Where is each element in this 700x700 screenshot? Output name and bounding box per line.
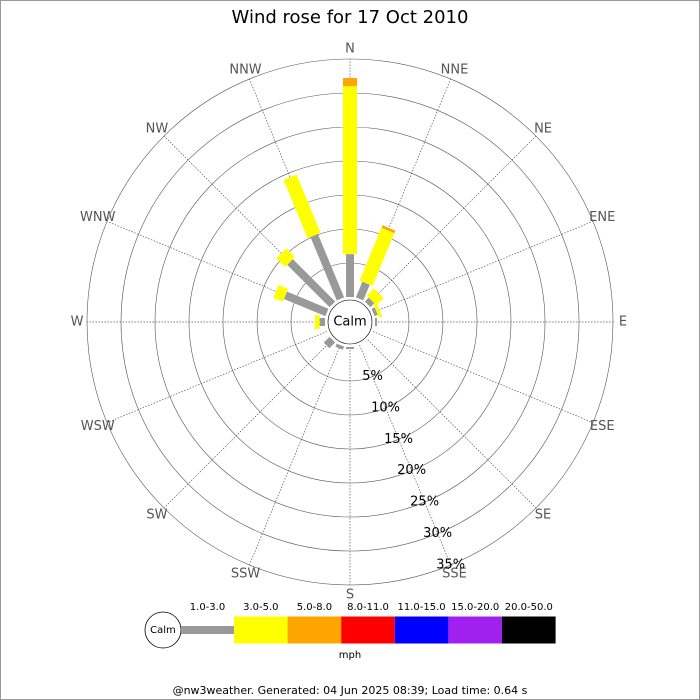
legend-swatch bbox=[181, 626, 234, 634]
legend-label: 3.0-5.0 bbox=[243, 602, 278, 613]
direction-label: WNW bbox=[80, 210, 116, 225]
wind-bar bbox=[375, 318, 378, 326]
wind-bar bbox=[310, 233, 345, 301]
legend-label: 20.0-50.0 bbox=[505, 602, 553, 613]
wind-bar bbox=[346, 347, 354, 350]
wind-bar bbox=[371, 307, 378, 317]
legend-swatch bbox=[448, 616, 502, 644]
wind-bar bbox=[273, 284, 289, 302]
r-tick-label: 10% bbox=[371, 400, 400, 415]
spoke bbox=[372, 331, 594, 423]
wind-bar bbox=[343, 86, 357, 255]
wind-bar bbox=[283, 174, 321, 239]
legend-swatch bbox=[394, 616, 449, 644]
unit-label: mph bbox=[339, 650, 361, 661]
legend-swatch bbox=[287, 616, 342, 644]
legend-calm-label: Calm bbox=[150, 625, 176, 636]
wind-bar bbox=[335, 343, 345, 350]
wind-bar bbox=[381, 225, 396, 234]
wind-bar bbox=[346, 254, 354, 297]
wind-bar bbox=[276, 248, 295, 267]
direction-label: E bbox=[619, 315, 627, 330]
direction-label: NNW bbox=[229, 62, 261, 77]
wind-bar bbox=[364, 297, 375, 308]
wind-bar bbox=[359, 227, 395, 286]
direction-label: ENE bbox=[589, 210, 615, 225]
r-tick-label: 15% bbox=[384, 432, 413, 447]
legend-label: 15.0-20.0 bbox=[451, 602, 499, 613]
direction-label: S bbox=[346, 588, 354, 603]
direction-label: SSW bbox=[231, 567, 261, 582]
legend-swatch bbox=[234, 616, 288, 644]
spoke bbox=[163, 339, 333, 509]
direction-label: SE bbox=[535, 508, 551, 523]
wind-bar bbox=[343, 78, 357, 87]
direction-label: SW bbox=[146, 508, 167, 523]
wind-bar bbox=[366, 288, 384, 306]
legend-swatch bbox=[341, 616, 395, 644]
legend-label: 5.0-8.0 bbox=[297, 602, 332, 613]
r-tick-label: 5% bbox=[362, 369, 383, 384]
legend-label: 8.0-11.0 bbox=[347, 602, 389, 613]
footer: @nw3weather. Generated: 04 Jun 2025 08:3… bbox=[173, 684, 528, 697]
r-tick-label: 30% bbox=[423, 526, 452, 541]
legend-swatch bbox=[502, 616, 556, 644]
spoke bbox=[106, 331, 328, 423]
wind-bar bbox=[314, 315, 320, 329]
direction-label: NNE bbox=[441, 62, 469, 77]
wind-bar bbox=[373, 303, 383, 318]
wind-bar bbox=[323, 336, 336, 349]
wind-bar bbox=[283, 291, 329, 317]
r-tick-label: 25% bbox=[410, 495, 439, 510]
direction-label: SSE bbox=[442, 567, 467, 582]
direction-label: ESE bbox=[590, 419, 615, 434]
legend-label: 11.0-15.0 bbox=[398, 602, 446, 613]
direction-label: NW bbox=[146, 121, 169, 136]
wind-bar bbox=[287, 259, 336, 308]
spoke bbox=[359, 344, 451, 566]
direction-label: NE bbox=[534, 121, 552, 136]
spoke bbox=[367, 135, 537, 305]
spoke bbox=[367, 339, 537, 509]
r-tick-label: 20% bbox=[397, 463, 426, 478]
wind-bar bbox=[355, 281, 370, 301]
spoke bbox=[249, 344, 341, 566]
legend-label: 1.0-3.0 bbox=[190, 602, 225, 613]
wind-bar bbox=[319, 318, 325, 326]
spoke bbox=[372, 221, 594, 313]
chart-title: Wind rose for 17 Oct 2010 bbox=[232, 7, 469, 28]
direction-label: N bbox=[345, 42, 355, 57]
calm-circle bbox=[327, 299, 373, 345]
direction-label: WSW bbox=[81, 419, 115, 434]
r-tick-label: 35% bbox=[436, 557, 465, 572]
direction-label: W bbox=[71, 315, 84, 330]
calm-label: Calm bbox=[333, 315, 366, 330]
